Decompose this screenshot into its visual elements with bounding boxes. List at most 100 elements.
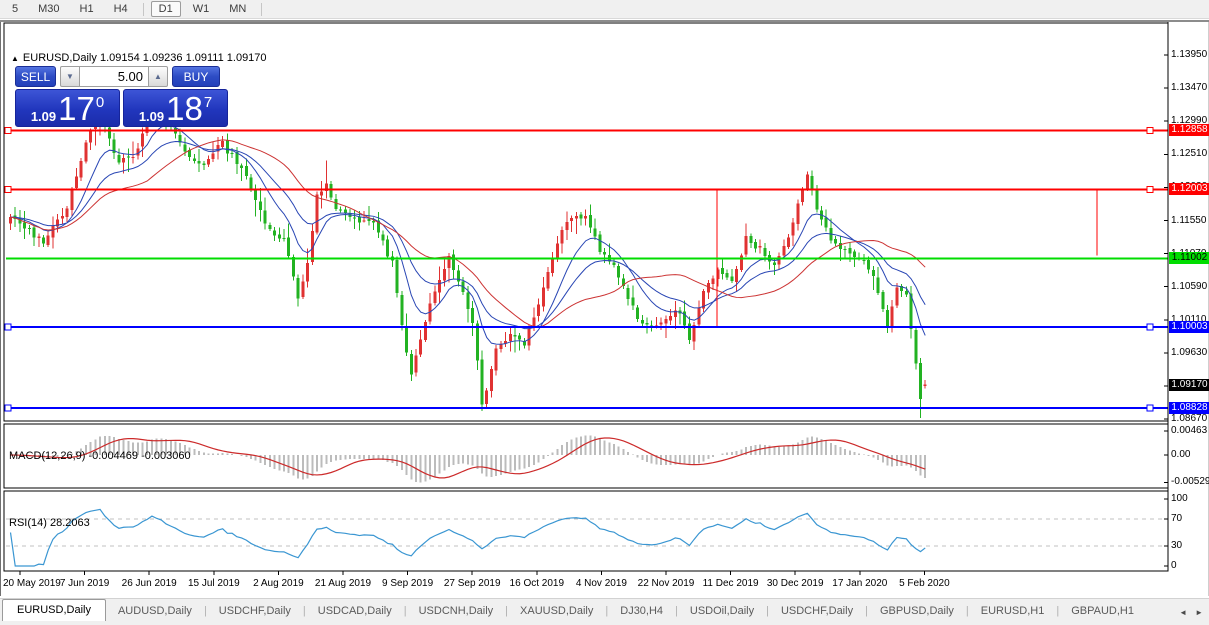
volume-input[interactable]: [80, 66, 148, 87]
candle-body: [720, 268, 724, 275]
candle-body: [117, 154, 121, 163]
candle-body: [51, 226, 55, 238]
candle-body: [400, 294, 404, 326]
line-anchor-handle[interactable]: [4, 323, 12, 331]
buy-button[interactable]: BUY: [172, 66, 220, 87]
timeframe-button-h1[interactable]: H1: [79, 3, 94, 15]
chart-tab-gbpusd-daily[interactable]: GBPUSD,Daily: [879, 605, 954, 617]
candle-body: [697, 307, 701, 325]
candle-body: [621, 278, 625, 286]
candle-body: [669, 316, 673, 321]
collapse-trade-panel-icon[interactable]: ▲: [11, 54, 19, 63]
timeframe-button-h4[interactable]: H4: [113, 3, 128, 15]
line-anchor-handle[interactable]: [4, 404, 12, 412]
candle-body: [409, 354, 413, 375]
price-tick-label: 1.12510: [1171, 148, 1208, 160]
chart-tab-gbpaud-h1[interactable]: GBPAUD,H1: [1071, 605, 1134, 617]
candle-body: [386, 239, 390, 257]
candle-body: [225, 139, 229, 154]
rsi-pane[interactable]: [3, 490, 1169, 572]
candle-body: [442, 269, 446, 281]
candle-body: [772, 262, 776, 266]
bid-price-box[interactable]: 1.09 17 0: [15, 89, 120, 127]
candle-body: [79, 161, 83, 178]
candle-body: [202, 163, 206, 165]
time-axis-label: 27 Sep 2019: [443, 578, 501, 589]
chart-tab-usdcnh-daily[interactable]: USDCNH,Daily: [418, 605, 494, 617]
candle-body: [456, 270, 460, 282]
chart-tab-xauusd-daily[interactable]: XAUUSD,Daily: [520, 605, 594, 617]
ask-price-box[interactable]: 1.09 18 7: [123, 89, 228, 127]
candle-body: [339, 209, 343, 211]
candle-body: [258, 201, 262, 211]
time-axis-label: 7 Jun 2019: [59, 578, 110, 589]
chart-tab-eurusd-daily[interactable]: EURUSD,Daily: [2, 599, 106, 621]
candle-body: [296, 277, 300, 299]
chart-tab-usdoil-daily[interactable]: USDOil,Daily: [689, 605, 755, 617]
chart-canvas[interactable]: [1, 22, 1209, 596]
candle-body: [753, 241, 757, 249]
macd-pane[interactable]: [3, 423, 1169, 489]
candle-body: [673, 310, 677, 317]
timeframe-button-5[interactable]: 5: [12, 3, 19, 15]
tab-separator: |: [965, 605, 969, 617]
candle-body: [178, 135, 182, 143]
candle-body: [419, 339, 423, 355]
candle-body: [376, 220, 380, 233]
candle-body: [367, 219, 371, 222]
chart-tab-usdchf-daily[interactable]: USDCHF,Daily: [218, 605, 291, 617]
candle-body: [598, 234, 602, 252]
timeframe-button-mn[interactable]: MN: [229, 3, 247, 15]
timeframe-button-w1[interactable]: W1: [192, 3, 210, 15]
volume-decrease-button[interactable]: ▼: [60, 66, 80, 87]
macd-signal-line: [10, 437, 926, 479]
line-anchor-handle[interactable]: [4, 126, 12, 134]
window-edge: [0, 20, 1209, 22]
chart-tab-usdchf-daily[interactable]: USDCHF,Daily: [780, 605, 854, 617]
candle-body: [414, 355, 418, 373]
line-anchor-handle[interactable]: [4, 185, 12, 193]
candle-body: [65, 208, 69, 218]
candle-body: [263, 210, 267, 224]
candle-body: [659, 322, 663, 325]
line-anchor-handle[interactable]: [1146, 323, 1154, 331]
candle-body: [838, 242, 842, 250]
timeframe-button-d1[interactable]: D1: [150, 1, 181, 17]
chart-window[interactable]: ▲ EURUSD,Daily 1.09154 1.09236 1.09111 1.…: [0, 22, 1209, 596]
tab-scroll-left-icon[interactable]: ◄: [1179, 608, 1188, 617]
candle-body: [485, 390, 489, 405]
candle-body: [584, 215, 588, 219]
candle-body: [848, 247, 852, 254]
candle-body: [268, 224, 272, 229]
candle-body: [796, 203, 800, 225]
volume-increase-button[interactable]: ▲: [148, 66, 168, 87]
candle-body: [725, 272, 729, 278]
candle-body: [466, 292, 470, 310]
candle-body: [744, 235, 748, 255]
macd-tick-label: 0.00463: [1171, 424, 1208, 436]
timeframe-button-m30[interactable]: M30: [38, 3, 60, 15]
line-anchor-handle[interactable]: [1146, 185, 1154, 193]
candle-body: [801, 189, 805, 202]
chart-tab-dj30-h4[interactable]: DJ30,H4: [620, 605, 664, 617]
tab-separator: |: [505, 605, 509, 617]
rsi-tick-label: 30: [1171, 539, 1183, 551]
chart-tab-eurusd-h1[interactable]: EURUSD,H1: [980, 605, 1045, 617]
candle-body: [353, 217, 357, 219]
candle-body: [447, 255, 451, 269]
candle-body: [273, 230, 277, 236]
candle-body: [716, 269, 720, 280]
tab-scroll-right-icon[interactable]: ►: [1195, 608, 1203, 617]
line-anchor-handle[interactable]: [1146, 404, 1154, 412]
rsi-value: 28.2063: [49, 517, 90, 529]
candle-body: [343, 209, 347, 213]
candle-body: [555, 243, 559, 259]
sell-button[interactable]: SELL: [15, 66, 56, 87]
line-anchor-handle[interactable]: [1146, 126, 1154, 134]
candle-body: [240, 165, 244, 169]
chart-tab-usdcad-daily[interactable]: USDCAD,Daily: [317, 605, 392, 617]
candle-body: [909, 293, 913, 329]
chart-tab-audusd-daily[interactable]: AUDUSD,Daily: [117, 605, 192, 617]
time-axis-label: 17 Jan 2020: [832, 578, 888, 589]
candle-body: [32, 227, 36, 238]
